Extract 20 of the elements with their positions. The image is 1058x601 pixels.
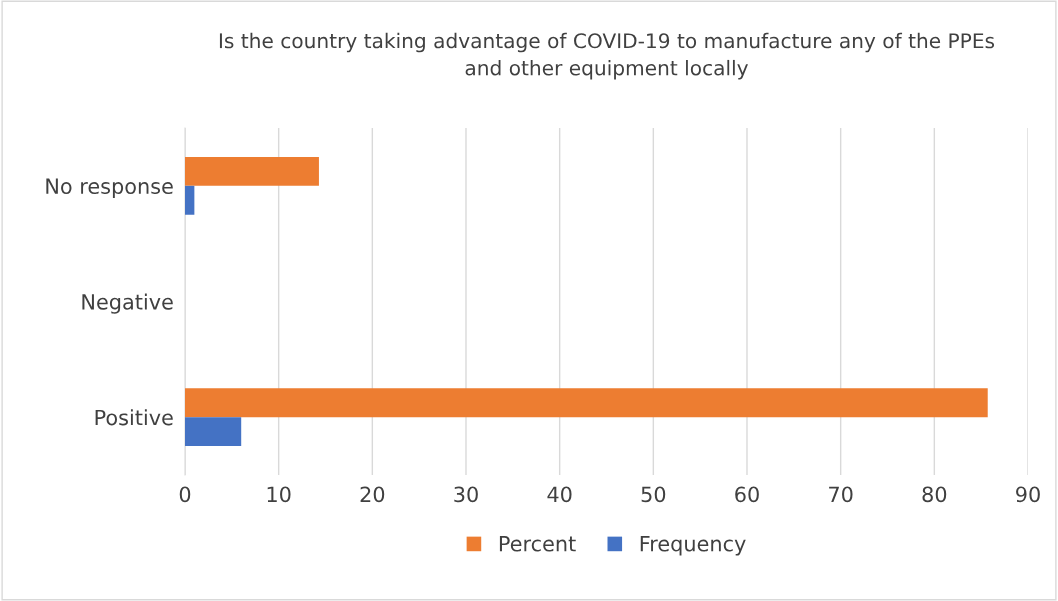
y-tick-label: No response <box>46 178 173 199</box>
x-tick-label: 20 <box>360 486 385 503</box>
y-tick-label: Positive <box>95 409 173 426</box>
x-tick-label: 60 <box>735 486 759 503</box>
legend-label: Percent <box>499 536 576 552</box>
bar <box>185 388 988 418</box>
legend-label: Frequency <box>640 536 746 556</box>
bar <box>185 156 319 186</box>
x-tick-label: 80 <box>922 486 947 503</box>
x-tick-label: 50 <box>641 486 666 503</box>
x-tick-label: 0 <box>179 486 191 503</box>
bar <box>185 185 195 215</box>
y-tick-label: Negative <box>82 293 173 314</box>
x-tick-label: 10 <box>267 486 291 503</box>
x-tick-label: 70 <box>829 486 853 503</box>
x-tick-label: 40 <box>547 486 572 503</box>
bar <box>185 417 242 447</box>
x-tick-label: 90 <box>1016 486 1040 503</box>
chart-title: Is the country taking advantage of COVID-19 to manufacture any of the PPEs and other equipment locally <box>219 32 995 80</box>
x-tick-label: 30 <box>454 486 478 503</box>
